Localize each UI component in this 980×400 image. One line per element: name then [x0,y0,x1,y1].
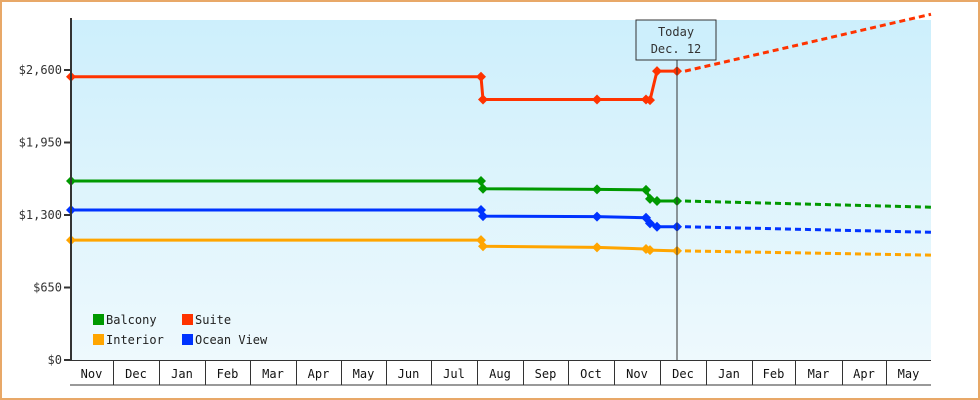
x-month-label: Mar [262,367,284,381]
x-month-label: Apr [308,367,330,381]
data-point-marker[interactable] [652,66,662,77]
data-point-marker[interactable] [592,184,602,195]
legend-label: Suite [195,313,231,327]
today-date: Dec. 12 [651,42,702,56]
data-point-marker[interactable] [652,221,662,232]
x-month-label: Jan [171,367,193,381]
x-month-label: Feb [217,367,239,381]
x-month-label: Aug [489,367,511,381]
today-label: Today [658,25,694,39]
y-axis-ticks: $0 $650 $1,300 $1,950 $2,600 [19,63,71,367]
x-month-label: Nov [626,367,648,381]
y-tick-label: $2,600 [19,63,62,77]
y-tick-label: $1,950 [19,136,62,150]
data-point-marker[interactable] [645,95,655,106]
x-month-label: Sep [535,367,557,381]
legend-label: Balcony [106,313,157,327]
y-tick-label: $650 [33,281,62,295]
series-ocean-view [66,204,932,234]
series-interior [66,235,932,257]
x-month-label: Jun [398,367,420,381]
series-suite [66,12,932,106]
data-point-marker[interactable] [645,218,655,229]
x-month-label: Dec [672,367,694,381]
x-month-label: May [898,367,920,381]
data-point-marker[interactable] [645,245,655,256]
x-month-label: Mar [808,367,830,381]
legend-swatch [93,334,104,345]
x-month-label: Oct [580,367,602,381]
data-point-marker[interactable] [652,196,662,207]
series-layer [66,12,932,257]
legend-swatch [182,334,193,345]
data-point-marker[interactable] [592,94,602,105]
legend-label: Interior [106,333,164,347]
x-month-label: Jul [443,367,465,381]
today-marker: Today Dec. 12 [635,19,717,360]
x-axis-months: Nov Dec Jan Feb Mar Apr May Jun Jul Aug Sep Oct Nov D… [70,360,931,386]
data-point-marker[interactable] [476,175,486,186]
x-month-label: Dec [125,367,147,381]
legend: Balcony Suite Interior Ocean View [93,313,268,347]
legend-label: Ocean View [195,333,268,347]
x-month-label: May [353,367,375,381]
legend-swatch [182,314,193,325]
legend-swatch [93,314,104,325]
data-point-marker[interactable] [592,211,602,222]
data-point-marker[interactable] [478,211,488,222]
data-point-marker[interactable] [476,71,486,82]
x-month-label: Feb [763,367,785,381]
x-month-label: Nov [81,367,103,381]
x-month-label: Jan [718,367,740,381]
x-month-label: Apr [853,367,875,381]
data-point-marker[interactable] [478,94,488,105]
today-label-box [635,19,717,61]
data-point-marker[interactable] [641,184,651,195]
y-tick-label: $0 [48,353,62,367]
data-point-marker[interactable] [478,183,488,194]
data-point-marker[interactable] [478,241,488,252]
y-tick-label: $1,300 [19,208,62,222]
data-point-marker[interactable] [592,242,602,253]
